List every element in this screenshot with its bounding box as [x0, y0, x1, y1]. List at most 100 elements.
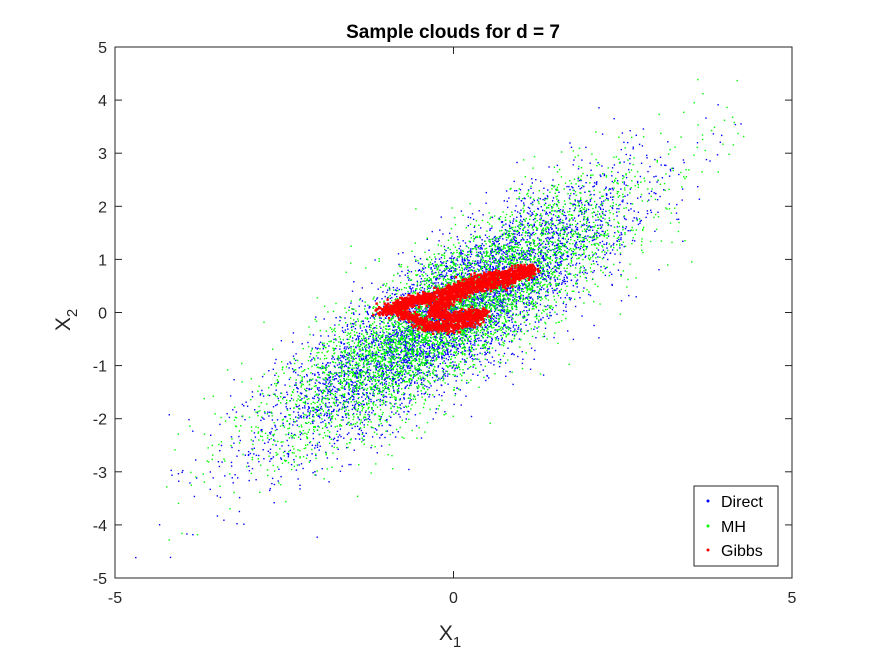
series-direct-point	[315, 347, 317, 349]
series-direct-point	[217, 461, 220, 463]
series-direct-point	[649, 181, 651, 183]
series-direct-point	[385, 383, 388, 385]
series-direct-point	[382, 396, 385, 399]
series-direct-point	[435, 412, 437, 414]
series-direct-point	[410, 288, 412, 290]
series-direct-point	[315, 454, 317, 457]
series-direct-point	[343, 357, 345, 359]
series-direct-point	[611, 284, 613, 286]
series-direct-point	[284, 416, 286, 418]
series-direct-point	[351, 394, 353, 397]
series-direct-point	[354, 371, 356, 374]
series-direct-point	[320, 421, 322, 424]
series-direct-point	[312, 432, 314, 435]
series-direct-point	[523, 202, 525, 204]
series-direct-point	[312, 357, 315, 359]
series-direct-point	[465, 361, 467, 363]
series-direct-point	[476, 262, 478, 265]
series-direct-point	[513, 256, 515, 259]
series-direct-point	[356, 335, 359, 337]
series-direct-point	[460, 210, 463, 212]
series-direct-point	[389, 297, 391, 300]
series-direct-point	[407, 342, 409, 344]
series-direct-point	[531, 178, 533, 180]
series-direct-point	[446, 349, 448, 351]
series-direct-point	[405, 385, 407, 388]
series-direct-point	[391, 296, 393, 299]
series-direct-point	[350, 346, 352, 348]
series-direct-point	[448, 356, 450, 358]
series-direct-point	[481, 299, 483, 302]
series-direct-point	[271, 482, 273, 485]
series-direct-point	[450, 257, 452, 259]
series-direct-point	[573, 217, 576, 219]
series-direct-point	[435, 271, 437, 274]
series-direct-point	[343, 347, 345, 350]
series-direct-point	[467, 331, 470, 333]
series-direct-point	[451, 337, 454, 339]
series-direct-point	[464, 329, 466, 332]
series-direct-point	[470, 343, 472, 345]
series-direct-point	[515, 240, 517, 242]
series-direct-point	[587, 235, 589, 237]
series-direct-point	[383, 354, 386, 357]
series-direct-point	[537, 208, 540, 210]
series-direct-point	[359, 375, 362, 377]
series-direct-point	[480, 259, 482, 261]
series-direct-point	[516, 291, 519, 293]
series-direct-point	[377, 288, 379, 290]
series-direct-point	[415, 353, 417, 356]
series-direct-point	[477, 261, 479, 264]
series-direct-point	[276, 428, 278, 431]
series-direct-point	[624, 195, 626, 197]
series-direct-point	[339, 348, 341, 350]
series-direct-point	[477, 374, 479, 376]
series-direct-point	[339, 359, 342, 362]
series-direct-point	[502, 291, 505, 293]
series-direct-point	[454, 393, 457, 395]
series-direct-point	[326, 457, 329, 459]
series-direct-point	[438, 347, 440, 349]
series-direct-point	[483, 265, 486, 268]
series-direct-point	[506, 314, 508, 317]
series-direct-point	[590, 226, 592, 229]
series-direct-point	[392, 368, 394, 371]
series-direct-point	[576, 233, 578, 235]
series-direct-point	[370, 330, 373, 332]
series-direct-point	[669, 168, 672, 171]
series-direct-point	[551, 220, 553, 222]
series-direct-point	[547, 264, 549, 267]
series-direct-point	[585, 255, 587, 257]
series-direct-point	[441, 271, 443, 273]
series-direct-point	[397, 340, 399, 343]
series-direct-point	[398, 413, 400, 416]
series-direct-point	[332, 438, 335, 441]
series-direct-point	[450, 270, 452, 272]
series-direct-point	[447, 308, 449, 311]
series-direct-point	[440, 340, 442, 343]
series-direct-point	[538, 309, 540, 312]
series-direct-point	[560, 256, 562, 259]
series-direct-point	[508, 245, 510, 247]
series-direct-point	[586, 246, 588, 248]
series-direct-point	[530, 187, 532, 189]
series-direct-point	[385, 315, 388, 317]
series-direct-point	[277, 397, 279, 400]
series-direct-point	[459, 389, 461, 391]
series-direct-point	[625, 153, 627, 156]
series-direct-point	[329, 419, 332, 421]
series-direct-point	[461, 259, 463, 261]
series-direct-point	[346, 357, 349, 359]
series-direct-point	[412, 355, 414, 358]
series-direct-point	[585, 146, 587, 149]
series-direct-point	[523, 315, 526, 318]
series-direct-point	[541, 232, 543, 234]
series-direct-point	[294, 384, 296, 386]
series-direct-point	[516, 216, 518, 218]
series-direct-point	[351, 381, 353, 383]
series-direct-point	[323, 414, 325, 417]
series-direct-point	[491, 216, 494, 219]
series-direct-point	[530, 202, 532, 205]
series-direct-point	[356, 377, 358, 379]
series-direct-point	[463, 372, 465, 374]
